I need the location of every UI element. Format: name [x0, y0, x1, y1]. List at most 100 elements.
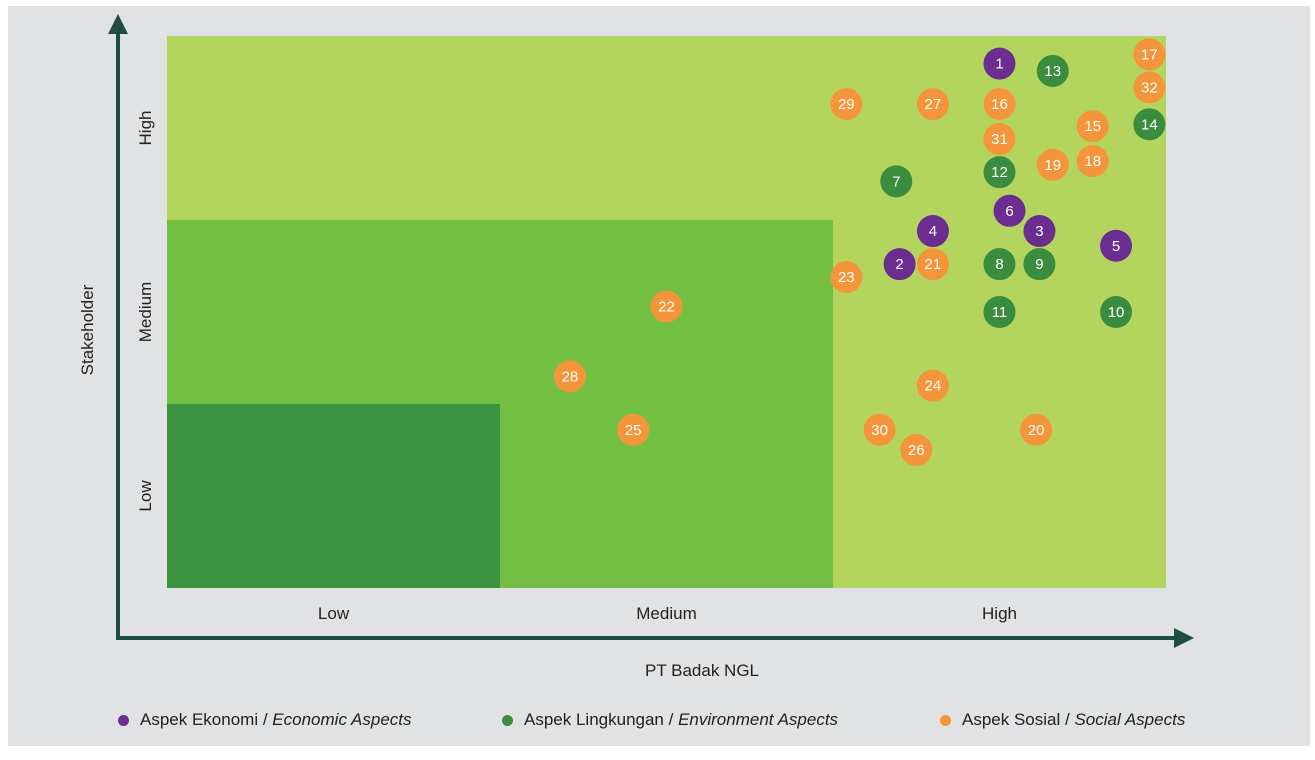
data-point-circle	[1133, 108, 1166, 141]
data-point-2: 2	[883, 248, 916, 281]
data-point-label: 28	[562, 368, 579, 385]
legend-economic-label-en: Economic Aspects	[272, 710, 412, 729]
data-point-label: 19	[1044, 157, 1061, 174]
data-point-15: 15	[1076, 110, 1109, 143]
data-point-circle	[1076, 145, 1109, 178]
data-point-label: 10	[1108, 304, 1125, 321]
legend-item-environment: Aspek Lingkungan / Environment Aspects	[502, 710, 838, 730]
data-point-circle	[1036, 54, 1069, 87]
data-point-7: 7	[880, 165, 913, 198]
data-point-14: 14	[1133, 108, 1166, 141]
data-point-circle	[1133, 38, 1166, 71]
y-tick-label: Medium	[136, 282, 155, 342]
data-point-label: 20	[1028, 422, 1045, 439]
data-point-label: 18	[1084, 153, 1101, 170]
data-point-circle	[830, 88, 863, 121]
data-point-circle	[1100, 296, 1133, 328]
legend-economic-label: Aspek Ekonomi	[140, 710, 259, 729]
data-point-circle	[1133, 71, 1166, 104]
data-point-circle	[916, 215, 949, 248]
data-point-28: 28	[553, 360, 586, 393]
data-point-circle	[983, 248, 1016, 281]
data-point-circle	[983, 88, 1016, 121]
legend-item-social: Aspek Sosial / Social Aspects	[940, 710, 1185, 730]
data-point-9: 9	[1023, 248, 1056, 281]
data-point-label: 7	[892, 173, 900, 190]
data-point-26: 26	[900, 434, 933, 466]
legend-social-label: Aspek Sosial	[962, 710, 1061, 729]
data-point-circle	[880, 165, 913, 198]
data-point-19: 19	[1036, 148, 1069, 181]
data-point-circle	[983, 47, 1016, 80]
data-point-circle	[1076, 110, 1109, 143]
legend-item-economic: Aspek Ekonomi / Economic Aspects	[118, 710, 412, 730]
data-point-label: 23	[838, 269, 855, 286]
data-point-label: 5	[1112, 238, 1120, 255]
legend-social-label-en: Social Aspects	[1074, 710, 1186, 729]
data-point-label: 32	[1141, 80, 1158, 97]
data-point-23: 23	[830, 261, 863, 294]
data-point-circle	[983, 123, 1016, 156]
data-point-circle	[1036, 148, 1069, 181]
data-point-29: 29	[830, 88, 863, 121]
data-point-label: 29	[838, 96, 855, 113]
data-point-circle	[916, 369, 949, 402]
data-point-8: 8	[983, 248, 1016, 281]
data-point-24: 24	[916, 369, 949, 402]
data-point-label: 9	[1035, 256, 1043, 273]
data-point-label: 16	[991, 96, 1008, 113]
data-point-17: 17	[1133, 38, 1166, 71]
data-point-label: 26	[908, 442, 925, 459]
x-axis-arrow	[1174, 628, 1194, 648]
data-point-label: 31	[991, 131, 1008, 148]
data-point-label: 21	[925, 256, 942, 273]
data-point-circle	[1023, 215, 1056, 248]
data-point-25: 25	[617, 413, 650, 446]
data-point-circle	[863, 413, 896, 446]
x-axis-title: PT Badak NGL	[645, 661, 759, 680]
legend-environment-label-en: Environment Aspects	[678, 710, 839, 729]
data-point-label: 3	[1035, 223, 1043, 240]
tick-labels: Low Medium High Low Medium High PT Badak NGL St…	[78, 111, 1017, 680]
data-point-label: 30	[871, 422, 888, 439]
data-point-21: 21	[916, 248, 949, 281]
zone-low	[167, 404, 500, 588]
axes	[108, 14, 1194, 648]
y-axis-title: Stakeholder	[78, 284, 97, 375]
data-point-label: 22	[658, 298, 675, 315]
data-point-3: 3	[1023, 215, 1056, 248]
x-tick-label: Medium	[636, 604, 696, 623]
data-point-label: 24	[925, 378, 942, 395]
y-axis-arrow	[108, 14, 128, 34]
data-point-label: 1	[995, 56, 1003, 73]
legend-environment-label: Aspek Lingkungan	[524, 710, 664, 729]
data-point-13: 13	[1036, 54, 1069, 87]
data-point-22: 22	[650, 290, 683, 323]
data-point-circle	[650, 290, 683, 323]
data-point-label: 15	[1084, 118, 1101, 135]
data-point-label: 12	[991, 164, 1008, 181]
data-point-circle	[983, 156, 1016, 189]
data-point-circle	[617, 413, 650, 446]
data-point-label: 27	[925, 96, 942, 113]
data-point-circle	[916, 248, 949, 281]
data-point-32: 32	[1133, 71, 1166, 104]
legend-environment-dot	[502, 714, 513, 726]
data-point-10: 10	[1100, 296, 1133, 328]
legend-social-dot	[940, 714, 951, 726]
data-point-circle	[1100, 229, 1133, 262]
data-point-20: 20	[1020, 413, 1053, 446]
data-point-label: 14	[1141, 116, 1158, 133]
data-point-label: 25	[625, 422, 642, 439]
data-point-6: 6	[993, 194, 1026, 227]
data-point-circle	[983, 296, 1016, 328]
data-point-label: 2	[895, 256, 903, 273]
data-point-30: 30	[863, 413, 896, 446]
data-point-label: 17	[1141, 46, 1158, 63]
data-point-circle	[830, 261, 863, 294]
data-point-circle	[553, 360, 586, 393]
data-point-5: 5	[1100, 229, 1133, 262]
legend-economic-dot	[118, 714, 129, 726]
